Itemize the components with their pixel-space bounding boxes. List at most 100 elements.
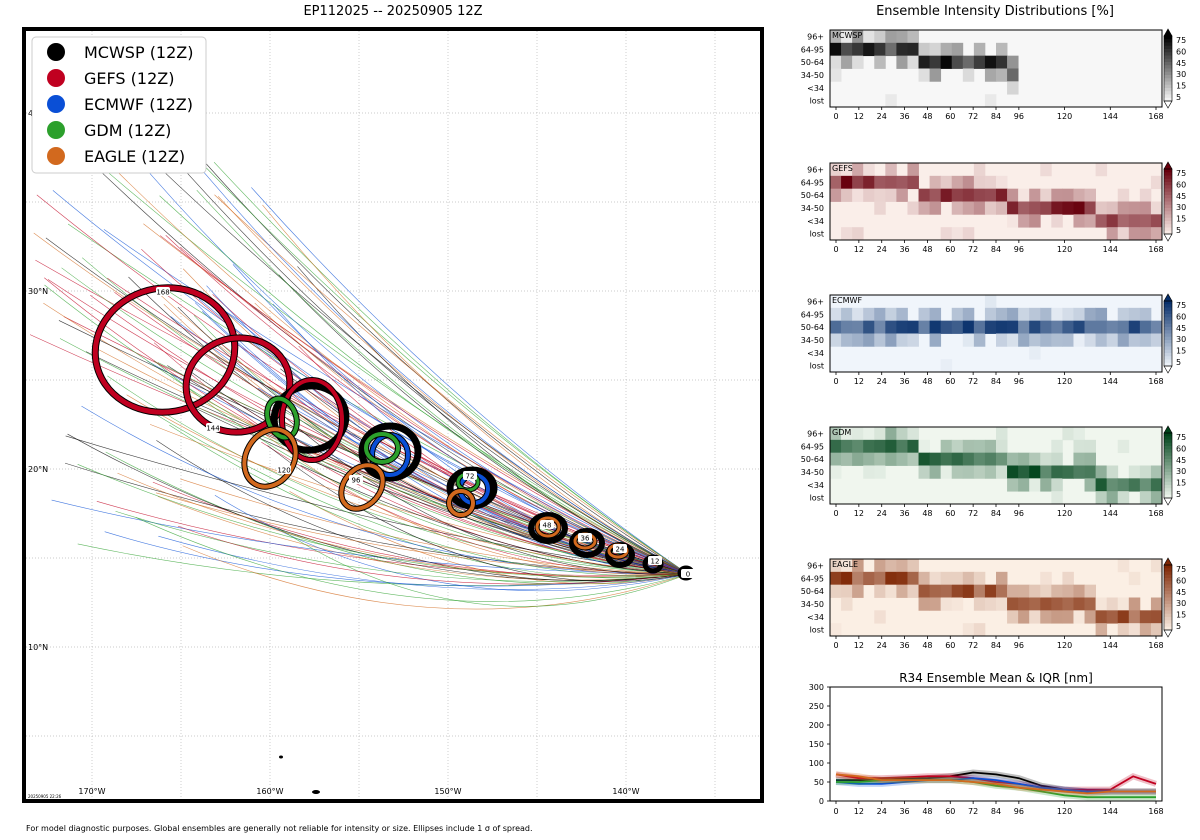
heat-cell <box>1106 491 1119 505</box>
colorbar-tick: 60 <box>1176 47 1186 56</box>
colorbar-tick: 75 <box>1176 169 1186 178</box>
ellipse-ring <box>446 488 476 518</box>
heat-cell <box>1139 227 1152 241</box>
heat-cell <box>1128 320 1141 334</box>
heat-cell <box>1084 214 1096 228</box>
svg-text:72: 72 <box>466 473 475 481</box>
x-tick-label: 36 <box>899 245 909 254</box>
heat-cell <box>863 571 875 586</box>
x-tick-label: 36 <box>899 377 909 386</box>
heat-cell <box>1040 465 1052 479</box>
heat-cell <box>1040 333 1052 347</box>
heat-cell <box>1117 214 1130 228</box>
heat-cell <box>973 42 986 57</box>
legend-box <box>31 36 207 174</box>
r34-title: R34 Ensemble Mean & IQR [nm] <box>899 671 1093 685</box>
heat-cell <box>874 42 886 57</box>
y-tick-label: <34 <box>807 217 824 226</box>
heat-cell <box>984 465 997 479</box>
heat-cell <box>1051 333 1063 347</box>
heat-cell <box>1062 320 1074 334</box>
colorbar-tick: 75 <box>1176 565 1186 574</box>
x-tick-label: 60 <box>945 509 955 518</box>
heatmap-panel-mcwsp: MCWSP 96+ 64-95 50-64 34-50 <34 lost 0 12 24 36 48 6… <box>801 28 1186 121</box>
heat-cell <box>929 42 942 57</box>
heat-cell <box>973 333 986 347</box>
heat-cell <box>885 175 897 190</box>
r34-y-tick: 50 <box>814 778 824 787</box>
x-tick-label: 96 <box>1014 509 1024 518</box>
colorbar-tick: 60 <box>1176 180 1186 189</box>
colorbar-tick: 30 <box>1176 335 1186 344</box>
heat-cell <box>1073 188 1085 202</box>
heat-cell <box>874 307 886 322</box>
svg-text:12: 12 <box>651 558 660 566</box>
heat-cell <box>1040 452 1052 466</box>
y-tick-label: 50-64 <box>801 587 824 596</box>
heat-cell <box>907 320 919 334</box>
heat-cell <box>1051 610 1063 624</box>
heat-cell <box>1062 307 1074 322</box>
heat-cell <box>918 188 930 202</box>
colorbar-tick: 60 <box>1176 312 1186 321</box>
heat-cell <box>1150 175 1163 190</box>
heat-cell <box>1029 333 1041 347</box>
colorbar-tick: 15 <box>1176 215 1186 224</box>
heat-cell <box>1029 584 1041 598</box>
heat-cell <box>1139 465 1152 479</box>
heat-cell <box>984 175 997 190</box>
hour-label: 96 <box>349 475 363 485</box>
heat-cell <box>1095 597 1108 611</box>
heat-cell <box>962 227 975 241</box>
heat-cell <box>1029 465 1041 479</box>
svg-text:0: 0 <box>686 571 690 579</box>
heat-cell <box>962 307 975 322</box>
heat-cell <box>996 333 1008 347</box>
heat-cell <box>918 68 930 82</box>
heat-cell <box>874 188 886 202</box>
heat-cell <box>1084 333 1096 347</box>
heat-cell <box>896 427 908 441</box>
heat-cell <box>841 597 853 611</box>
y-tick-label: lost <box>810 230 824 239</box>
ellipse-ring <box>182 334 294 436</box>
ellipse-ring <box>363 431 401 465</box>
heat-cell <box>1150 227 1163 241</box>
colorbar-tick: 60 <box>1176 444 1186 453</box>
heat-cell <box>1106 214 1119 228</box>
lon-label-150: 150°W <box>434 787 461 796</box>
heat-cell <box>929 188 942 202</box>
heat-cell <box>940 465 953 479</box>
heat-cell <box>841 320 853 334</box>
track-line <box>153 342 689 575</box>
x-tick-label: 84 <box>991 509 1001 518</box>
r34-x-tick: 168 <box>1148 807 1163 816</box>
heat-cell <box>852 175 864 190</box>
r34-chart: R34 Ensemble Mean & IQR [nm] 0 50 100 150 200… <box>809 671 1164 816</box>
track-line <box>150 411 689 577</box>
heat-cell <box>1128 597 1141 611</box>
y-tick-label: 64-95 <box>801 442 824 451</box>
colorbar-tick: 75 <box>1176 301 1186 310</box>
x-tick-label: 96 <box>1014 245 1024 254</box>
heat-cell <box>896 188 908 202</box>
heat-cell <box>1117 439 1130 454</box>
heat-cell <box>907 439 919 454</box>
colorbar: 75 60 45 30 15 5 <box>1163 28 1186 109</box>
colorbar-tick: 75 <box>1176 433 1186 442</box>
heat-cell <box>962 320 975 334</box>
y-tick-label: 50-64 <box>801 323 824 332</box>
heat-cell <box>852 188 864 202</box>
heat-cell <box>951 320 964 334</box>
heat-cell <box>1150 478 1163 492</box>
heat-cell <box>973 465 986 479</box>
track-line <box>67 433 689 581</box>
heat-cell <box>973 175 986 190</box>
x-tick-label: 144 <box>1103 245 1118 254</box>
heat-cell <box>1095 201 1108 215</box>
heat-cell <box>1029 478 1041 492</box>
x-tick-label: 120 <box>1057 245 1072 254</box>
r34-x-tick: 144 <box>1103 807 1118 816</box>
r34-y-tick: 100 <box>809 759 824 768</box>
